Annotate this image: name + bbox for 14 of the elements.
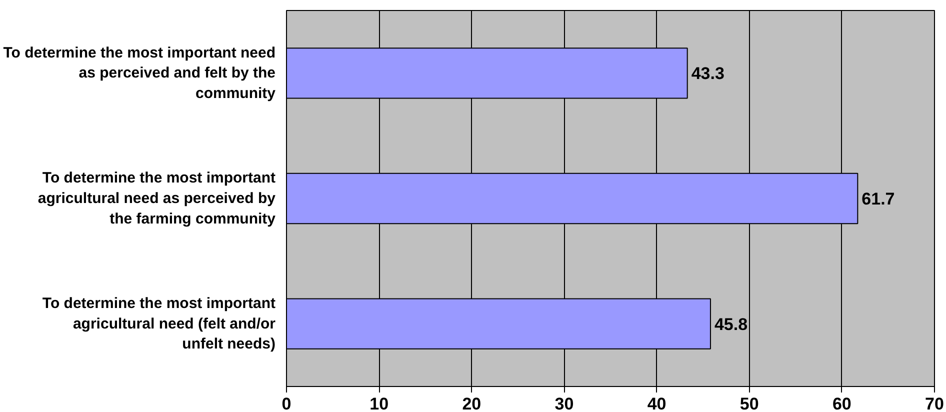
y-tick-label: To determine the most important need as perceived and felt by the community <box>3 44 276 102</box>
x-tick-label: 20 <box>462 394 482 412</box>
x-tick-label: 0 <box>282 394 292 412</box>
y-tick-label: To determine the most important agricultural need as perceived by the farming community <box>38 170 276 228</box>
x-tick-label: 50 <box>740 394 759 412</box>
x-tick-label: 70 <box>925 394 944 412</box>
x-tick-label: 60 <box>832 394 852 412</box>
data-label: 43.3 <box>691 64 724 84</box>
x-tick-label: 40 <box>647 394 666 412</box>
data-label: 45.8 <box>714 314 748 334</box>
x-tick-label: 10 <box>370 394 389 412</box>
x-tick-label: 30 <box>554 394 574 412</box>
y-tick-label: To determine the most important agricultural need (felt and/or unfelt needs) <box>42 294 276 353</box>
data-label: 61.7 <box>862 190 895 208</box>
